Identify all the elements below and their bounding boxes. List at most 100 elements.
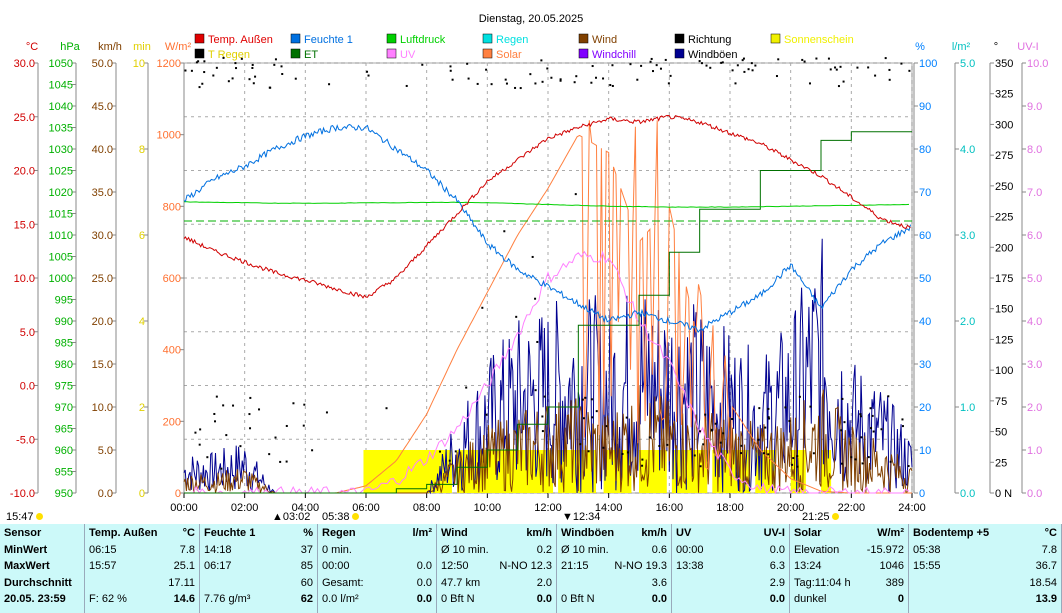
cell-value: 13.9 (1035, 593, 1057, 605)
direction-dot (212, 74, 215, 77)
table-row: 20.05. 23:59 (4, 593, 80, 610)
axis-tick-label: 1.0 (1027, 445, 1042, 457)
cell-label: 06:17 (204, 560, 232, 572)
direction-dot (476, 82, 479, 85)
direction-dot (438, 450, 441, 453)
cell-value: 0.6 (651, 543, 667, 556)
direction-dot (867, 66, 870, 69)
weather-chart: Dienstag, 20.05.2025 Temp. Außen Feuchte 1… (10, 13, 1049, 514)
direction-dot (636, 78, 639, 81)
cell-label: Ø 10 min. (561, 543, 609, 556)
legend-swatch (482, 33, 493, 44)
direction-dot (201, 82, 204, 85)
axis-tick-label: 350 (995, 58, 1013, 70)
direction-dot (591, 65, 594, 68)
direction-dot (658, 445, 661, 448)
axis-tick-label: 1035 (49, 123, 73, 135)
direction-dot (742, 57, 745, 60)
direction-dot (248, 78, 251, 81)
direction-dot (581, 398, 584, 401)
legend-label: Sonnenschein (784, 34, 854, 46)
direction-dot (611, 64, 614, 67)
axis-tick-label: 175 (995, 273, 1013, 285)
column-header: UV UV-I (676, 527, 785, 544)
direction-dot (788, 420, 791, 423)
direction-dot (719, 441, 722, 444)
direction-dot (693, 454, 696, 457)
axis-tick-label: 3.0 (960, 230, 975, 242)
table-row: 00:00 0.0 (676, 544, 785, 561)
sun-icon (351, 513, 359, 520)
direction-dot (605, 425, 608, 428)
table-row: 18.54 (913, 577, 1057, 594)
table-row: 13:24 1046 (794, 560, 904, 577)
direction-dot (232, 404, 235, 407)
axis-tick-label: 6.0 (1027, 230, 1042, 242)
cell-label: 47.7 km (441, 576, 481, 589)
direction-dot (574, 193, 577, 196)
axis-unit: l/m² (952, 41, 971, 53)
cell-value: 0.0 (416, 593, 432, 605)
direction-dot (274, 436, 277, 439)
direction-dot (249, 427, 252, 430)
direction-dot (884, 57, 887, 60)
axis-tick-label: 1030 (49, 144, 73, 156)
direction-dot (485, 413, 488, 416)
direction-dot (839, 65, 842, 68)
legend-label: Regen (496, 34, 528, 46)
direction-dot (421, 63, 424, 66)
legend-swatch (482, 48, 493, 59)
direction-dot (625, 416, 628, 419)
table-row: MinWert (4, 544, 80, 561)
cell-value: 389 (885, 576, 904, 589)
table-row: 06:17 85 (204, 560, 313, 577)
x-tick-label: 02:00 (231, 502, 259, 514)
direction-dot (239, 445, 242, 448)
table-column: Regen l/m² 0 min. 00:00 0.0 Gesamt: 0.0 0.0 l/m… (318, 524, 437, 613)
table-column: Solar W/m² Elevation -15.972 13:24 1046 Tag:11… (790, 524, 909, 613)
table-row: 0.0 l/m² 0.0 (322, 593, 432, 610)
direction-dot (648, 436, 651, 439)
cell-label: 13:38 (676, 560, 704, 572)
axis-tick-label: 30.0 (14, 58, 35, 70)
direction-dot (880, 428, 883, 431)
axis-tick-label: 600 (163, 273, 181, 285)
cell-label: 00:00 (322, 560, 350, 572)
axis-tick-label: 45.0 (92, 101, 113, 113)
direction-dot (215, 395, 218, 398)
legend-swatch (290, 33, 301, 44)
direction-dot (698, 60, 701, 63)
direction-dot (791, 463, 794, 466)
x-tick-label: 22:00 (838, 502, 866, 514)
direction-dot (842, 80, 845, 83)
direction-dot (710, 429, 713, 432)
direction-dot (901, 425, 904, 428)
table-row: 12:50 N-NO 12.3 (441, 560, 552, 577)
cell-label: Bodentemp +5 (913, 527, 990, 539)
direction-dot (775, 75, 778, 78)
axis-tick-label: 400 (163, 345, 181, 357)
direction-dot (815, 57, 818, 60)
cell-value: 0.0 (416, 560, 432, 572)
direction-dot (490, 83, 493, 86)
direction-dot (481, 306, 484, 309)
cell-value: l/m² (412, 527, 432, 539)
legend-label: Solar (496, 49, 522, 61)
axis-tick-label: 955 (55, 467, 73, 479)
direction-dot (900, 62, 903, 65)
direction-dot (190, 69, 193, 72)
direction-dot (197, 60, 200, 63)
direction-dot (198, 86, 201, 89)
legend-label: Richtung (688, 34, 731, 46)
direction-dot (540, 59, 543, 62)
x-tick-label: 12:00 (534, 502, 562, 514)
direction-dot (641, 464, 644, 467)
table-row: 7.76 g/m³ 62 (204, 593, 313, 610)
direction-dot (763, 452, 766, 455)
direction-dot (252, 82, 255, 85)
axis-tick-label: 30 (919, 359, 931, 371)
direction-dot (659, 67, 662, 70)
direction-dot (258, 408, 261, 411)
cell-value: 60 (300, 576, 313, 589)
direction-dot (777, 58, 780, 61)
